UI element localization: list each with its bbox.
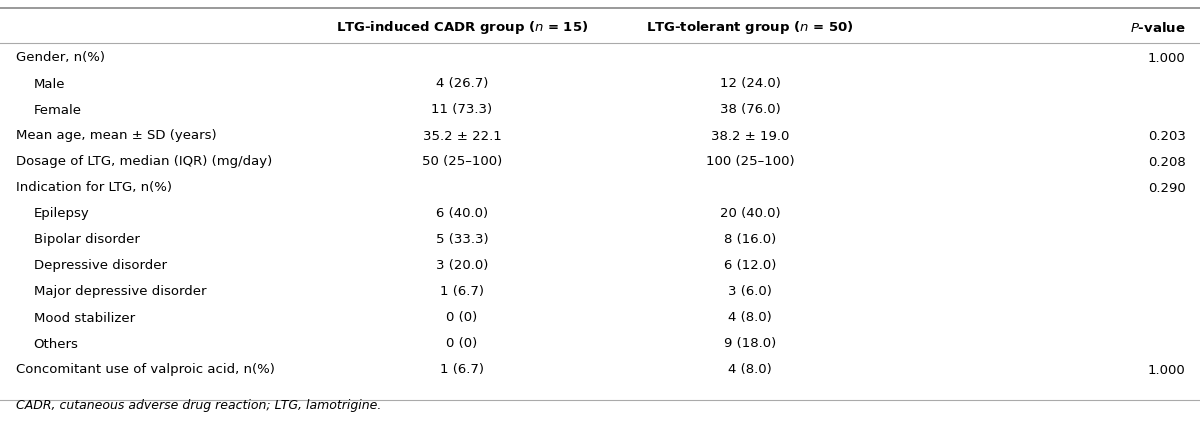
Text: LTG-induced CADR group ($\it{n}$ = 15): LTG-induced CADR group ($\it{n}$ = 15)	[336, 19, 588, 36]
Text: Major depressive disorder: Major depressive disorder	[34, 286, 206, 298]
Text: Others: Others	[34, 338, 78, 351]
Text: 3 (20.0): 3 (20.0)	[436, 260, 488, 273]
Text: Female: Female	[34, 103, 82, 116]
Text: 4 (26.7): 4 (26.7)	[436, 78, 488, 90]
Text: 4 (8.0): 4 (8.0)	[728, 311, 772, 325]
Text: 4 (8.0): 4 (8.0)	[728, 363, 772, 376]
Text: 0 (0): 0 (0)	[446, 311, 478, 325]
Text: 0.208: 0.208	[1148, 155, 1186, 168]
Text: Bipolar disorder: Bipolar disorder	[34, 233, 139, 246]
Text: 3 (6.0): 3 (6.0)	[728, 286, 772, 298]
Text: Dosage of LTG, median (IQR) (mg/day): Dosage of LTG, median (IQR) (mg/day)	[16, 155, 272, 168]
Text: 0 (0): 0 (0)	[446, 338, 478, 351]
Text: 11 (73.3): 11 (73.3)	[432, 103, 492, 116]
Text: Concomitant use of valproic acid, n(%): Concomitant use of valproic acid, n(%)	[16, 363, 275, 376]
Text: 1.000: 1.000	[1148, 363, 1186, 376]
Text: 100 (25–100): 100 (25–100)	[706, 155, 794, 168]
Text: 9 (18.0): 9 (18.0)	[724, 338, 776, 351]
Text: 1 (6.7): 1 (6.7)	[440, 363, 484, 376]
Text: 8 (16.0): 8 (16.0)	[724, 233, 776, 246]
Text: Indication for LTG, n(%): Indication for LTG, n(%)	[16, 181, 172, 195]
Text: Male: Male	[34, 78, 65, 90]
Text: 0.203: 0.203	[1147, 130, 1186, 143]
Text: 20 (40.0): 20 (40.0)	[720, 208, 780, 221]
Text: 50 (25–100): 50 (25–100)	[422, 155, 502, 168]
Text: 6 (40.0): 6 (40.0)	[436, 208, 488, 221]
Text: 38 (76.0): 38 (76.0)	[720, 103, 780, 116]
Text: 35.2 ± 22.1: 35.2 ± 22.1	[422, 130, 502, 143]
Text: Depressive disorder: Depressive disorder	[34, 260, 167, 273]
Text: 0.290: 0.290	[1148, 181, 1186, 195]
Text: 1 (6.7): 1 (6.7)	[440, 286, 484, 298]
Text: Mean age, mean ± SD (years): Mean age, mean ± SD (years)	[16, 130, 216, 143]
Text: 1.000: 1.000	[1148, 51, 1186, 65]
Text: 38.2 ± 19.0: 38.2 ± 19.0	[710, 130, 790, 143]
Text: 5 (33.3): 5 (33.3)	[436, 233, 488, 246]
Text: 6 (12.0): 6 (12.0)	[724, 260, 776, 273]
Text: Gender, n(%): Gender, n(%)	[16, 51, 104, 65]
Text: CADR, cutaneous adverse drug reaction; LTG, lamotrigine.: CADR, cutaneous adverse drug reaction; L…	[16, 398, 380, 411]
Text: Epilepsy: Epilepsy	[34, 208, 89, 221]
Text: Mood stabilizer: Mood stabilizer	[34, 311, 134, 325]
Text: LTG-tolerant group ($\it{n}$ = 50): LTG-tolerant group ($\it{n}$ = 50)	[647, 19, 853, 36]
Text: 12 (24.0): 12 (24.0)	[720, 78, 780, 90]
Text: $\it{P}$-value: $\it{P}$-value	[1130, 21, 1186, 35]
